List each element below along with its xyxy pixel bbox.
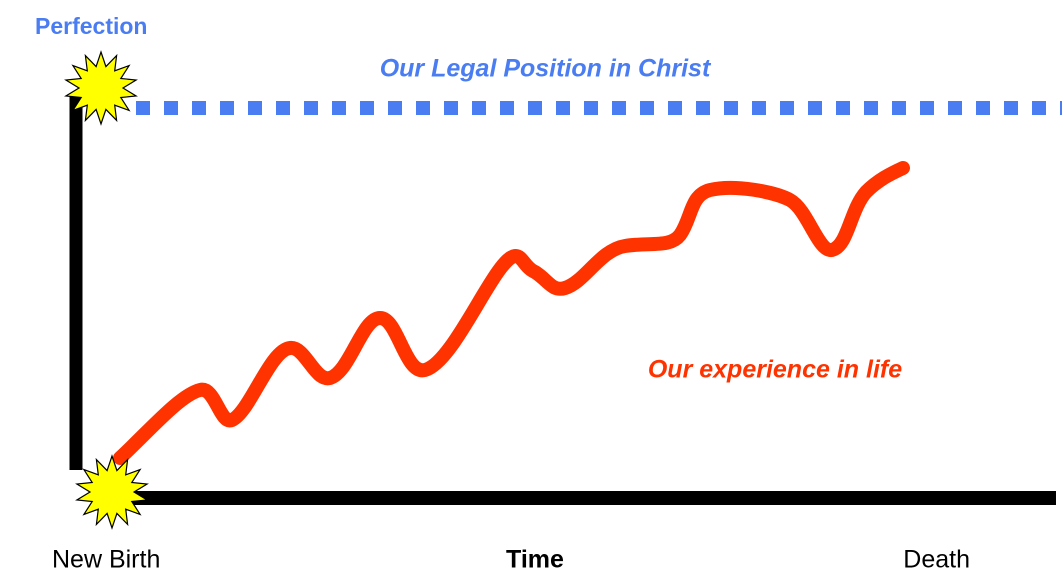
experience-label: Our experience in life [648, 356, 902, 384]
star [64, 50, 138, 126]
end-label: Death [903, 546, 970, 573]
axis-title: Time [506, 546, 564, 573]
stars [64, 50, 149, 530]
legal-line-label: Our Legal Position in Christ [380, 55, 712, 83]
star [75, 454, 149, 530]
start-label: New Birth [52, 546, 160, 573]
experience-curve [113, 161, 910, 465]
top-label: Perfection [35, 13, 147, 39]
